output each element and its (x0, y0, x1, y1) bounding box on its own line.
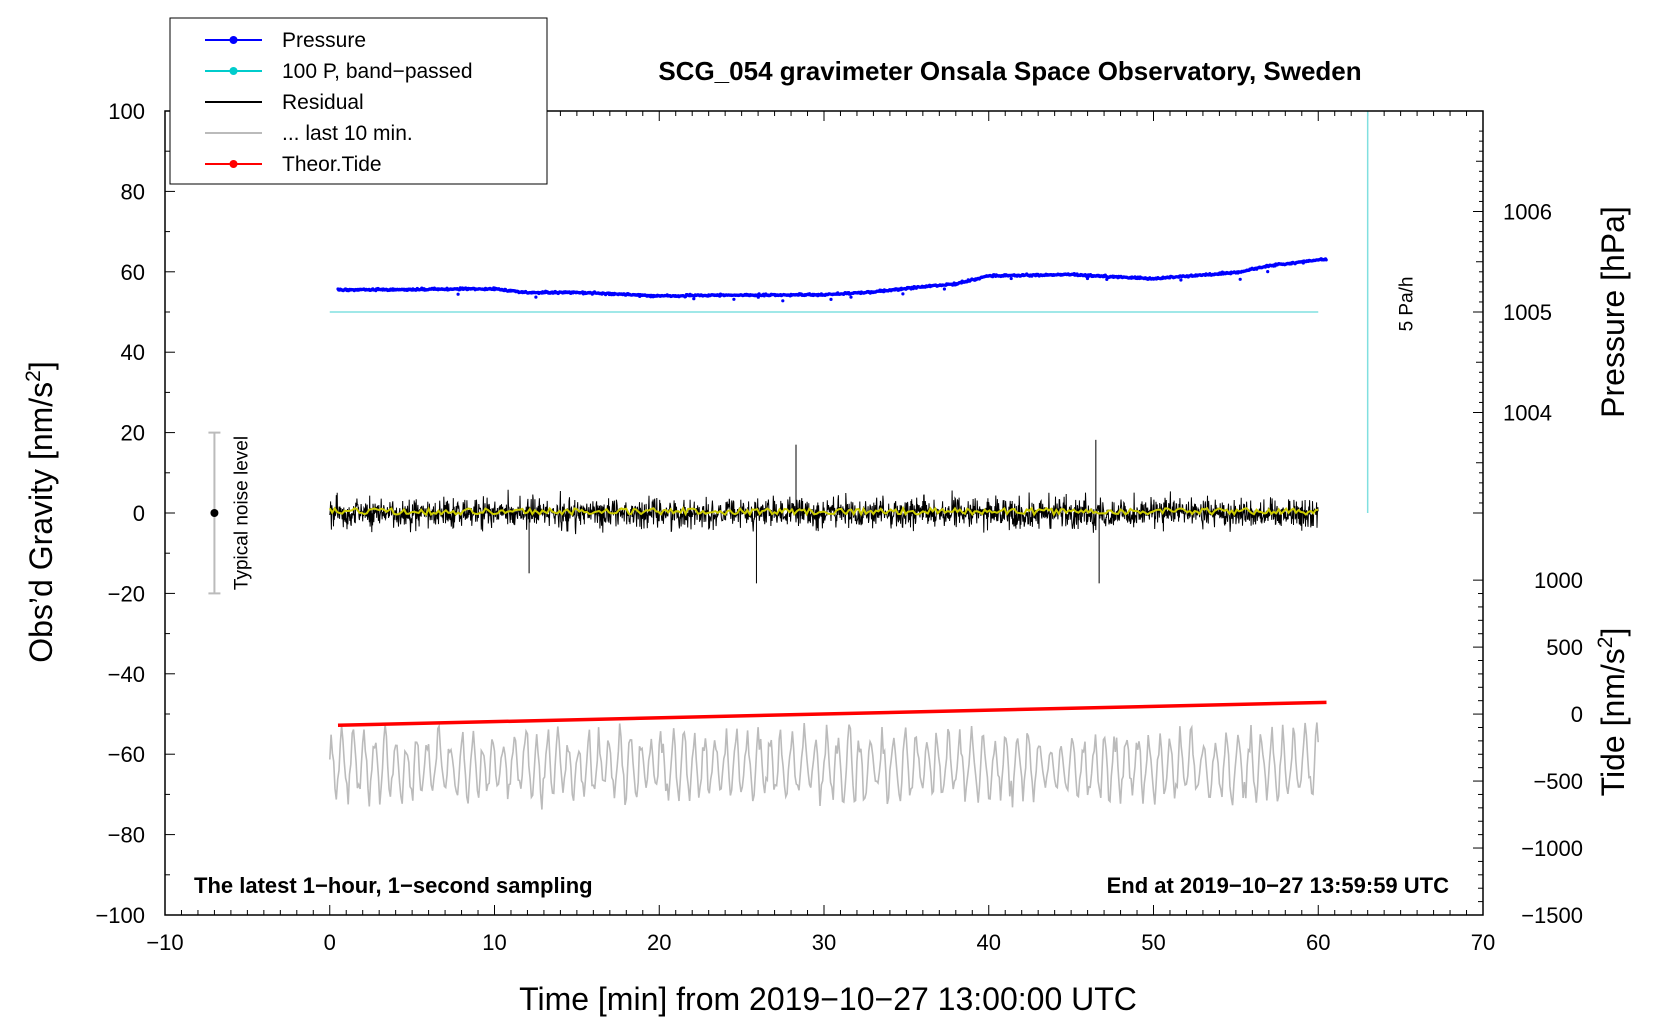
y-tick-label: −100 (95, 903, 145, 928)
tide-tick-label: −500 (1533, 769, 1583, 794)
note-end-time: End at 2019−10−27 13:59:59 UTC (1107, 873, 1450, 898)
pressure-point (1324, 258, 1328, 262)
x-tick-label: 10 (482, 930, 506, 955)
pressure-point (1266, 270, 1270, 274)
noise-bar-center (210, 509, 219, 517)
y-axis-title: Obs’d Gravity [nm/s2] (22, 361, 59, 663)
x-tick-label: 20 (647, 930, 671, 955)
x-tick-label: −10 (146, 930, 183, 955)
y-tick-label: −40 (108, 662, 145, 687)
pressure-point (692, 297, 696, 301)
pressure-point (534, 295, 538, 299)
y-tick-label: −80 (108, 823, 145, 848)
pressure-tick-label: 1006 (1503, 200, 1552, 225)
series-last-10-min (329, 722, 1319, 810)
y-tick-label: −20 (108, 581, 145, 606)
pressure-point (942, 287, 947, 291)
pressure-point (1009, 276, 1013, 281)
x-tick-label: 70 (1471, 930, 1495, 955)
note-sampling: The latest 1−hour, 1−second sampling (194, 873, 593, 898)
legend-label: Pressure (282, 29, 366, 52)
rate-marker-label: 5 Pa/h (1397, 276, 1418, 331)
series-residual-smoothed (328, 505, 1319, 517)
pressure-point (849, 295, 853, 299)
series-theor-tide (337, 700, 1327, 728)
pressure-point (732, 297, 736, 301)
y-tick-label: 100 (108, 99, 145, 124)
y-tick-label: −60 (108, 742, 145, 767)
pressure-point (901, 292, 905, 296)
tide-tick-label: 1000 (1534, 568, 1583, 593)
y-tick-label: 40 (121, 340, 145, 365)
legend: Pressure 100 P, band−passed Residual ... la… (169, 17, 548, 185)
y-tick-label: 0 (133, 501, 145, 526)
pressure-point (781, 299, 785, 303)
pressure-tick-label: 1004 (1503, 401, 1552, 426)
x-tick-label: 30 (812, 930, 836, 955)
pressure-axis-title: Pressure [hPa] (1595, 206, 1631, 418)
noise-bar-label: Typical noise level (231, 436, 252, 590)
x-tick-label: 50 (1141, 930, 1165, 955)
tide-tick-label: −1000 (1521, 836, 1583, 861)
pressure-tick-label: 1005 (1503, 300, 1552, 325)
plot-frame (164, 110, 1484, 916)
tide-tick-label: −1500 (1521, 903, 1583, 928)
pressure-point (1238, 277, 1242, 281)
x-axis-title: Time [min] from 2019−10−27 13:00:00 UTC (519, 981, 1137, 1017)
legend-marker (229, 36, 238, 44)
pressure-point (829, 297, 833, 301)
x-tick-label: 40 (977, 930, 1001, 955)
tide-tick-label: 500 (1546, 635, 1583, 660)
y-tick-label: 20 (121, 421, 145, 446)
tide-tick-label: 0 (1571, 702, 1583, 727)
legend-marker (229, 160, 238, 168)
legend-marker (229, 67, 238, 75)
series-layer: 5 Pa/h Typical noise level (208, 111, 1418, 810)
y-tick-label: 60 (121, 260, 145, 285)
legend-label: ... last 10 min. (282, 122, 413, 145)
legend-label: 100 P, band−passed (282, 60, 473, 83)
legend-label: Theor.Tide (282, 153, 382, 176)
pressure-point (456, 292, 460, 296)
y-tick-label: 80 (121, 179, 145, 204)
pressure-point (1179, 278, 1183, 282)
tick-layer: −10 0 10 20 30 40 50 60 70−100−80−60−40−20020406… (95, 99, 1583, 955)
pressure-point (1085, 276, 1090, 281)
x-tick-label: 0 (324, 930, 336, 955)
tide-axis-title: Tide [nm/s2] (1594, 628, 1631, 797)
series-pressure (336, 257, 1328, 303)
x-tick-label: 60 (1306, 930, 1330, 955)
chart-title: SCG_054 gravimeter Onsala Space Observat… (658, 56, 1361, 86)
legend-label: Residual (282, 91, 364, 114)
